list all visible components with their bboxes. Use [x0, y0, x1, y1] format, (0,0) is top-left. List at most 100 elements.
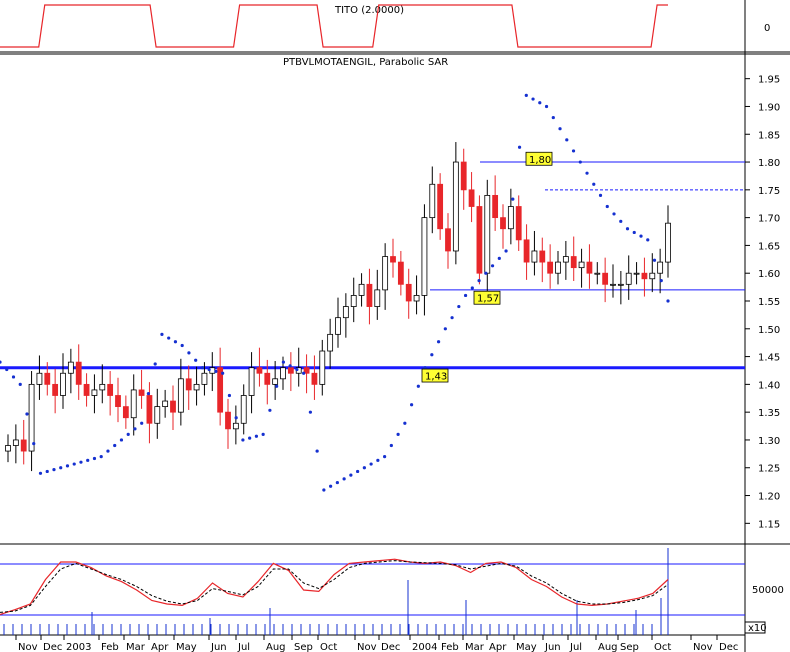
sar-dot [625, 227, 630, 231]
price-tag-box [473, 290, 501, 305]
price-tick-label: 1.15 [758, 519, 780, 530]
candle-body [452, 161, 459, 252]
candle-body [60, 372, 66, 396]
sar-dot [59, 466, 63, 470]
sar-dot [490, 264, 495, 268]
sar-dot [558, 127, 562, 131]
time-tick-label: Oct [320, 642, 337, 652]
sar-dot [248, 436, 252, 440]
sar-dot [200, 366, 205, 370]
candle-body [12, 439, 19, 446]
sar-dot [275, 384, 279, 388]
candle-body [20, 439, 27, 452]
candle-body [130, 389, 137, 419]
time-tick-label: Sep [294, 642, 313, 652]
candle-body [468, 189, 475, 207]
sar-dot [65, 464, 70, 468]
sar-dot [383, 455, 387, 459]
x10-label: x10 [748, 623, 767, 634]
candle-body [240, 395, 247, 424]
candle-body [303, 367, 310, 374]
price-ticks: 1.95 1.90 1.85 1.80 1.75 1.70 1.65 1.60 1.55 1.50… [745, 75, 780, 530]
candle-body [248, 367, 255, 396]
candle-body [99, 383, 106, 391]
candle-body [107, 383, 114, 396]
candle-body [342, 306, 349, 319]
time-tick-label: Sep [620, 642, 639, 652]
time-tick-label: Jun [210, 642, 227, 652]
sar-dot [335, 480, 339, 485]
sar-dot [214, 369, 218, 374]
candle-body [217, 367, 224, 413]
candle-body [185, 378, 192, 391]
parabolic-sar [0, 93, 670, 492]
candle-body [649, 272, 656, 280]
candle-body [209, 367, 216, 374]
sar-dot [146, 392, 151, 396]
candle-body [225, 411, 231, 430]
candle-body [562, 256, 569, 263]
candle-body [287, 367, 294, 374]
sar-dot [646, 238, 650, 242]
reference-lines [0, 161, 745, 370]
candle-body [476, 206, 483, 274]
candle-body [657, 261, 664, 274]
time-tick-label: Nov [693, 642, 713, 652]
sar-dot [106, 449, 110, 453]
sar-dot [430, 353, 434, 357]
sar-dot [173, 340, 178, 344]
candle-body [5, 445, 11, 452]
candle-body [405, 283, 412, 302]
sar-dot [45, 469, 49, 474]
candle-body [539, 250, 546, 263]
candle-body [52, 383, 59, 396]
candle-body [146, 395, 153, 424]
sar-dot [322, 488, 326, 492]
price-tick-label: 1.95 [758, 75, 780, 86]
candle-body [594, 272, 601, 275]
sar-dot [281, 360, 285, 364]
candle-body [555, 261, 561, 274]
sar-dot [659, 279, 663, 283]
sar-dot [241, 438, 245, 442]
sar-dot [254, 434, 259, 438]
time-tick-label: Jul [237, 642, 250, 652]
candle-body [578, 261, 585, 269]
time-tick-label: 2003 [66, 642, 91, 652]
sar-dot [524, 93, 528, 97]
candle-body [327, 333, 334, 352]
sar-dot [207, 367, 211, 372]
time-tick-label: Dec [43, 642, 62, 652]
candle-body [633, 272, 640, 275]
candle-body [523, 239, 530, 263]
sar-dot [436, 340, 441, 344]
sar-dot [605, 204, 609, 209]
candle-body [445, 228, 451, 252]
sar-dot [227, 393, 232, 398]
sar-dot [126, 432, 130, 436]
x10-box [744, 621, 766, 634]
sar-dot [565, 138, 569, 142]
candle-body [28, 383, 35, 452]
sar-dot [349, 473, 353, 477]
candle-body [201, 372, 208, 385]
candle-body [170, 400, 176, 413]
candle-body [335, 317, 341, 335]
price-tag-label: 1,43 [425, 372, 447, 383]
sar-dot [5, 367, 9, 372]
candle-body [36, 372, 43, 385]
candle-body [311, 372, 318, 385]
volume-axis-label: 50000 [752, 585, 784, 596]
candle-body [586, 261, 593, 274]
time-tick-label: Nov [18, 642, 38, 652]
sar-dot [38, 471, 43, 475]
time-tick-label: Apr [489, 642, 507, 652]
sar-dot [25, 412, 29, 416]
time-tick-label: Nov [357, 642, 377, 652]
candle-body [641, 272, 648, 280]
sar-dot [153, 362, 157, 366]
sar-dot [187, 351, 191, 355]
